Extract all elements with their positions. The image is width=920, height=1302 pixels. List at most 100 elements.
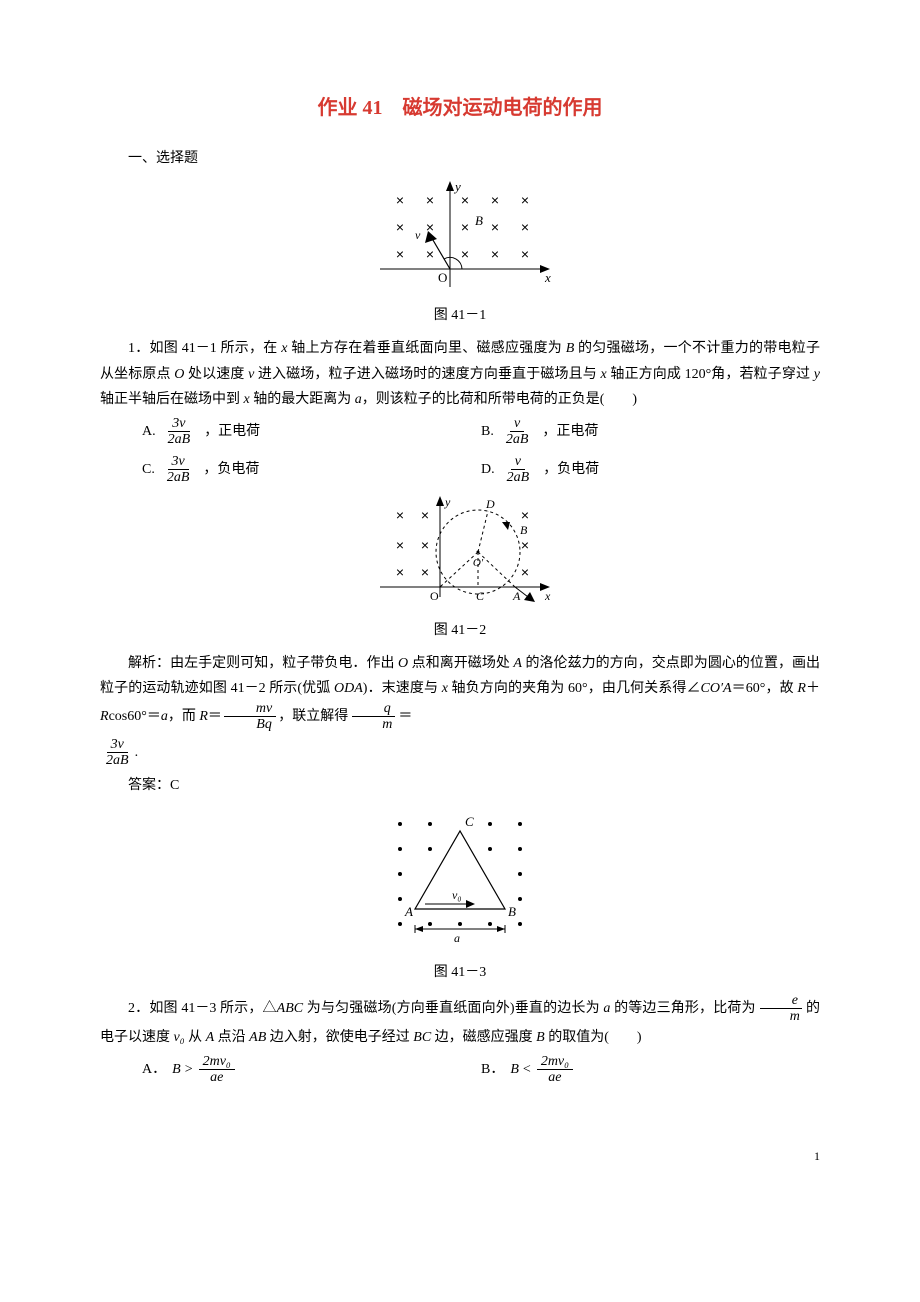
- var-B: B: [566, 341, 575, 356]
- svg-text:×: ×: [491, 246, 499, 262]
- var-O: O: [398, 656, 408, 671]
- fraction: 3v 2aB: [102, 737, 133, 769]
- option-label: A.: [142, 419, 156, 444]
- fraction: v 2aB: [503, 454, 534, 486]
- v-label: v: [415, 228, 421, 242]
- axis-x-label: x: [544, 270, 551, 285]
- q1-text: ，则该粒子的比荷和所带电荷的正负是( ): [362, 392, 637, 407]
- origin-label: O: [438, 270, 447, 285]
- a-label: a: [454, 931, 460, 945]
- b-label: B: [520, 523, 528, 537]
- option-b: B. v 2aB ，正电荷: [481, 416, 820, 448]
- option-tail: ，负电荷: [543, 457, 599, 482]
- q1-text: 1．如图 41－1 所示，在: [128, 341, 281, 356]
- q1-text: 处以速度: [184, 367, 248, 382]
- option-label: B.: [481, 419, 494, 444]
- d-label: D: [485, 497, 495, 511]
- var-a: a: [355, 392, 362, 407]
- svg-text:×: ×: [396, 564, 404, 580]
- q2-text: 点沿: [214, 1030, 249, 1045]
- frac-num: v: [511, 454, 525, 470]
- svg-text:×: ×: [521, 507, 529, 523]
- question-2-options: A． B > 2mv₀ ae B． B < 2mv₀ ae: [142, 1054, 820, 1086]
- axis-y-label: y: [444, 495, 451, 509]
- exp-text: ＝: [208, 709, 222, 724]
- fraction: 2mv₀ ae: [199, 1054, 235, 1086]
- var-B: B: [510, 1057, 519, 1082]
- frac-den: Bq: [224, 717, 276, 732]
- section-heading: 一、选择题: [100, 146, 820, 171]
- svg-text:×: ×: [426, 219, 434, 235]
- option-label: C.: [142, 457, 155, 482]
- v0-label: v₀: [452, 888, 462, 902]
- q2-text: 边，磁感应强度: [431, 1030, 536, 1045]
- svg-text:×: ×: [426, 246, 434, 262]
- b-label: B: [475, 213, 483, 228]
- var-O: O: [174, 367, 184, 382]
- figure-41-2-caption: 图 41－2: [100, 618, 820, 643]
- fraction: 3v 2aB: [163, 454, 194, 486]
- var-a: a: [161, 709, 168, 724]
- svg-text:×: ×: [491, 192, 499, 208]
- page-number: 1: [100, 1146, 820, 1168]
- relation: >: [185, 1057, 193, 1082]
- exp-text: 点和离开磁场处: [408, 656, 513, 671]
- fraction: 2mv₀ ae: [537, 1054, 573, 1086]
- svg-text:×: ×: [491, 219, 499, 235]
- frac-den: ae: [544, 1070, 565, 1085]
- explanation-1: 解析：由左手定则可知，粒子带负电．作出 O 点和离开磁场处 A 的洛伦兹力的方向…: [100, 651, 820, 733]
- svg-text:×: ×: [521, 219, 529, 235]
- option-label: B．: [481, 1057, 504, 1082]
- option-tail: ，正电荷: [542, 419, 598, 444]
- explanation-1-final: 3v 2aB .: [100, 737, 820, 769]
- exp-text: ＝60°，故: [732, 681, 798, 696]
- fraction: em: [758, 993, 804, 1025]
- frac-den: 2aB: [163, 470, 194, 485]
- frac-den: 2aB: [164, 432, 195, 447]
- option-d: D. v 2aB ，负电荷: [481, 454, 820, 486]
- exp-text: ，联立解得: [278, 709, 348, 724]
- svg-text:×: ×: [396, 219, 404, 235]
- svg-text:×: ×: [421, 537, 429, 553]
- q1-text: 轴的最大距离为: [250, 392, 355, 407]
- frac-num: 2mv₀: [537, 1054, 573, 1070]
- option-label: A．: [142, 1057, 166, 1082]
- var-R: R: [199, 709, 208, 724]
- q1-text: 轴上方存在着垂直纸面向里、磁感应强度为: [287, 341, 565, 356]
- q1-text: 进入磁场，粒子进入磁场时的速度方向垂直于磁场且与: [254, 367, 600, 382]
- option-a: A． B > 2mv₀ ae: [142, 1054, 481, 1086]
- frac-num: 3v: [107, 737, 128, 753]
- q2-text: 从: [185, 1030, 206, 1045]
- exp-text: )．末速度与: [363, 681, 442, 696]
- option-b: B． B < 2mv₀ ae: [481, 1054, 820, 1086]
- var-A: A: [206, 1030, 215, 1045]
- q1-text: 轴正方向成 120°角，若粒子穿过: [607, 367, 814, 382]
- question-1: 1．如图 41－1 所示，在 x 轴上方存在着垂直纸面向里、磁感应强度为 B 的…: [100, 336, 820, 412]
- fraction: mvBq: [224, 701, 276, 733]
- var-R: R: [100, 709, 109, 724]
- var-ang: CO′A: [701, 681, 732, 696]
- q2-text: 的等边三角形，比荷为: [610, 1001, 755, 1016]
- var-arc: ODA: [334, 681, 363, 696]
- svg-text:×: ×: [461, 192, 469, 208]
- frac-den: 2aB: [102, 753, 133, 768]
- frac-num: 3v: [168, 454, 189, 470]
- svg-text:×: ×: [461, 219, 469, 235]
- q2-text: 的取值为( ): [545, 1030, 642, 1045]
- fraction: qm: [350, 701, 396, 733]
- svg-text:×: ×: [461, 246, 469, 262]
- svg-text:×: ×: [521, 192, 529, 208]
- frac-den: m: [758, 1009, 804, 1024]
- figure-41-3: A B C v₀ a: [100, 804, 820, 954]
- exp-text: .: [135, 740, 139, 765]
- exp-text: ，而: [168, 709, 200, 724]
- question-1-options: A. 3v 2aB ，正电荷 B. v 2aB ，正电荷 C. 3v 2aB ，…: [142, 416, 820, 486]
- frac-num: v: [510, 416, 524, 432]
- exp-text: 轴负方向的夹角为 60°，由几何关系得∠: [448, 681, 701, 696]
- question-2: 2．如图 41－3 所示，△ABC 为与匀强磁场(方向垂直纸面向外)垂直的边长为…: [100, 993, 820, 1050]
- var-B: B: [536, 1030, 545, 1045]
- fraction: v 2aB: [502, 416, 533, 448]
- var-y: y: [814, 367, 820, 382]
- c-vertex: C: [465, 814, 474, 829]
- var-R: R: [797, 681, 806, 696]
